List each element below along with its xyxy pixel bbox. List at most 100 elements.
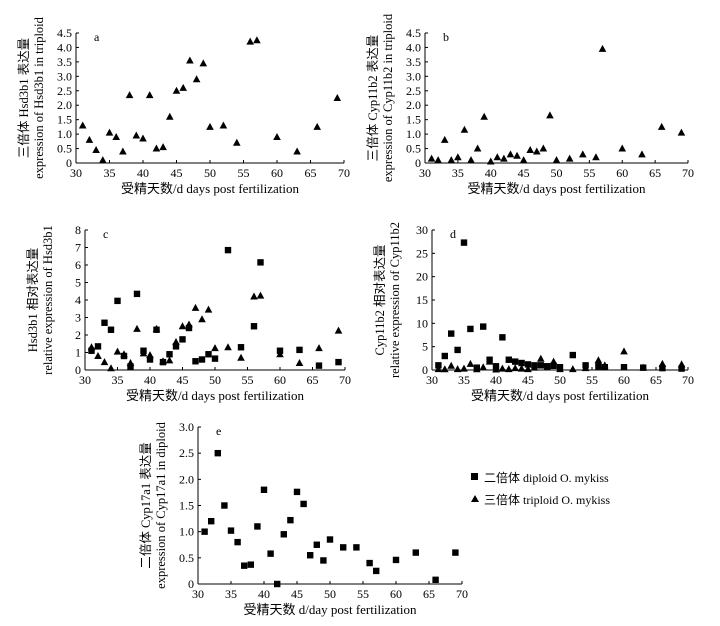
data-point-square <box>198 356 206 363</box>
x-tick-label: 60 <box>390 587 402 601</box>
data-point-square <box>250 323 258 330</box>
data-point-triangle <box>179 83 187 91</box>
panel-letter: c <box>103 227 108 241</box>
data-point-triangle <box>639 363 647 371</box>
legend: 二倍体 diploid O. mykiss 三倍体 triploid O. my… <box>466 466 610 510</box>
data-point-triangle <box>246 37 254 45</box>
x-tick-label: 45 <box>518 166 530 180</box>
panel-letter: e <box>216 424 221 438</box>
data-point-triangle <box>152 144 161 152</box>
data-point-square <box>467 325 474 333</box>
y-tick-label: 8 <box>75 223 81 237</box>
x-tick-label: 45 <box>177 373 189 387</box>
y-tick-label: 2.5 <box>406 84 421 98</box>
y-tick-label: 4.0 <box>406 40 421 54</box>
data-point-triangle <box>206 122 214 130</box>
data-point-square <box>441 352 448 360</box>
legend-label-diploid: 二倍体 diploid O. mykiss <box>484 470 609 485</box>
x-tick-label: 60 <box>618 373 630 387</box>
y-tick-label: 15 <box>416 293 428 307</box>
data-point-square <box>247 561 254 568</box>
data-point-square <box>166 351 173 358</box>
x-axis-label: 受精天数/d days post fertilization <box>121 181 300 196</box>
data-point-triangle <box>467 156 475 164</box>
y-tick-label: 1.0 <box>179 525 194 539</box>
data-point-triangle <box>638 150 646 158</box>
data-point-triangle <box>113 347 122 355</box>
data-point-square <box>224 246 232 254</box>
data-point-triangle <box>493 153 502 161</box>
data-point-triangle <box>473 365 481 373</box>
y-tick-label: 4.0 <box>57 40 72 54</box>
x-tick-label: 30 <box>426 373 438 387</box>
x-axis-label: 受精天数 d/day post fertilization <box>244 602 417 617</box>
data-point-square <box>452 549 459 556</box>
x-tick-label: 70 <box>682 373 694 387</box>
x-tick-label: 45 <box>291 587 303 601</box>
x-tick-label: 50 <box>554 373 566 387</box>
y-tick-label: 0.5 <box>406 142 421 156</box>
data-point-square <box>460 239 468 246</box>
data-point-triangle <box>466 359 475 367</box>
data-point-square <box>146 356 154 363</box>
data-point-triangle <box>434 365 443 373</box>
x-tick-label: 30 <box>70 166 82 180</box>
x-tick-label: 40 <box>258 587 270 601</box>
y-tick-label: 0 <box>188 577 194 591</box>
data-point-square <box>659 364 666 372</box>
data-point-triangle <box>295 359 304 366</box>
data-point-triangle <box>594 356 603 364</box>
y-tick-label: 1.5 <box>406 113 421 127</box>
y-tick-label: 2.5 <box>57 84 72 98</box>
data-point-triangle <box>192 75 201 83</box>
square-marker-icon <box>466 472 484 482</box>
data-point-triangle <box>152 324 161 332</box>
y-axis-label: 三倍体 Hsd3b1 表达量expression of Hsd3b1 in tr… <box>16 16 46 179</box>
data-point-triangle <box>107 364 115 372</box>
data-point-triangle <box>159 143 167 151</box>
data-point-square <box>512 358 519 365</box>
x-axis-label: 受精天数/d days post fertilization <box>467 181 646 196</box>
data-point-triangle <box>581 364 590 372</box>
data-point-triangle <box>658 359 667 367</box>
x-tick-label: 60 <box>274 373 286 387</box>
data-point-square <box>241 562 248 569</box>
data-point-triangle <box>125 91 134 99</box>
data-point-triangle <box>473 144 482 152</box>
data-point-square <box>432 576 439 584</box>
data-point-triangle <box>139 134 147 142</box>
data-point-triangle <box>479 363 487 371</box>
data-point-triangle <box>92 146 100 153</box>
data-point-triangle <box>434 156 442 164</box>
data-point-square <box>214 449 221 457</box>
x-tick-label: 50 <box>551 166 563 180</box>
data-point-triangle <box>513 151 521 159</box>
x-tick-label: 30 <box>192 587 204 601</box>
x-tick-label: 40 <box>485 166 497 180</box>
y-tick-label: 3.5 <box>406 55 421 69</box>
data-point-triangle <box>500 154 508 162</box>
data-point-square <box>353 544 360 551</box>
x-tick-label: 65 <box>650 373 662 387</box>
data-point-triangle <box>565 154 574 162</box>
panel-letter: b <box>443 30 449 44</box>
data-point-triangle <box>552 156 561 164</box>
chart-panel-b: 30 35 40 45 50 55 60 65 70 00.51.01.52.02.53.03.5… <box>365 13 694 196</box>
data-point-triangle <box>132 131 141 139</box>
y-tick-label: 4.5 <box>57 26 72 40</box>
data-point-triangle <box>486 157 495 165</box>
data-point-triangle <box>186 56 194 64</box>
data-point-square <box>107 326 115 333</box>
legend-label-triploid: 三倍体 triploid O. mykiss <box>484 492 611 507</box>
x-tick-label: 50 <box>204 166 216 180</box>
data-point-square <box>678 365 685 372</box>
x-tick-label: 30 <box>419 166 431 180</box>
x-tick-label: 40 <box>137 166 149 180</box>
data-point-square <box>480 323 487 330</box>
data-point-square <box>537 362 544 369</box>
data-point-square <box>208 518 215 525</box>
y-tick-label: 0 <box>66 156 72 170</box>
data-point-square <box>296 346 303 354</box>
data-point-triangle <box>549 357 558 365</box>
